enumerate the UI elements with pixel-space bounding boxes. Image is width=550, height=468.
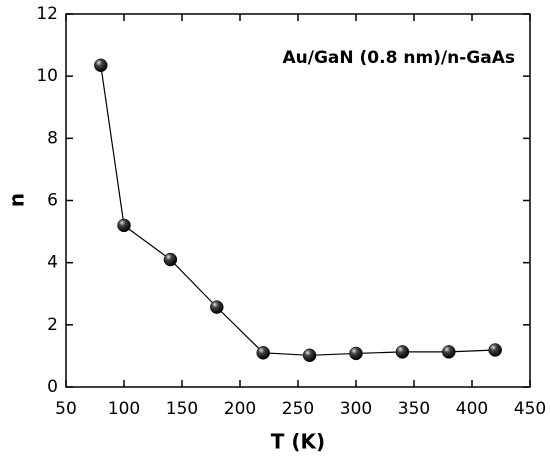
x-tick-label: 350 [398, 399, 430, 419]
data-point [349, 346, 363, 361]
data-point [210, 300, 224, 314]
data-point [395, 345, 410, 359]
data-point [94, 58, 108, 73]
data-point [163, 252, 178, 267]
y-tick-label: 10 [36, 66, 58, 86]
data-point [302, 348, 317, 363]
data-point [488, 343, 502, 357]
y-tick-label: 0 [47, 377, 58, 397]
x-tick-label: 450 [514, 399, 546, 419]
data-point [256, 346, 270, 360]
x-axis-label: T (K) [271, 430, 325, 454]
data-point [117, 218, 131, 233]
x-tick-label: 150 [166, 399, 198, 419]
x-tick-label: 50 [55, 399, 77, 419]
x-tick-label: 100 [108, 399, 140, 419]
y-axis-label: n [5, 193, 29, 207]
x-tick-label: 250 [282, 399, 314, 419]
y-tick-label: 2 [47, 315, 58, 335]
data-point [442, 345, 456, 359]
annotation: Au/GaN (0.8 nm)/n-GaAs [283, 48, 516, 68]
data-line [100, 65, 496, 356]
x-tick-label: 200 [224, 399, 256, 419]
plot-frame [65, 13, 531, 388]
y-tick-label: 8 [47, 128, 58, 148]
y-tick-label: 4 [47, 253, 58, 273]
y-tick-label: 6 [47, 191, 58, 211]
y-tick-label: 12 [36, 4, 58, 24]
x-tick-label: 400 [456, 399, 488, 419]
x-tick-label: 300 [340, 399, 372, 419]
